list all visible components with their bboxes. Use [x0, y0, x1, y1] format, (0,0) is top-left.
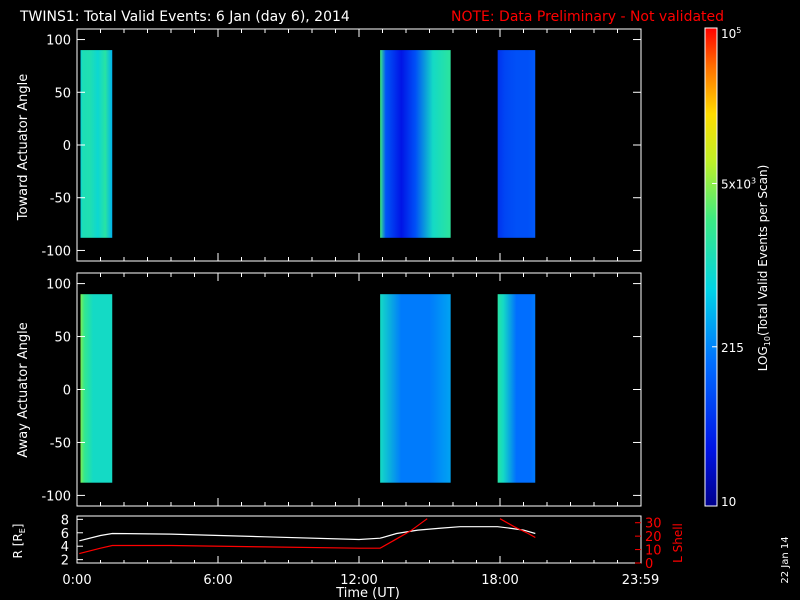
orbit-xtick-label: 6:00	[203, 573, 232, 588]
orbit-xtick-label: 12:00	[340, 573, 377, 588]
away-ylabel: Away Actuator Angle	[16, 322, 31, 457]
ytick-label: 50	[54, 331, 71, 346]
colorbar-tick-main: 10	[721, 27, 736, 41]
orbit-ylabel-close: ]	[11, 524, 25, 529]
preliminary-note: NOTE: Data Preliminary - Not validated	[451, 9, 724, 25]
colorbar-tick-sup: 3	[751, 176, 756, 185]
orbit-y2tick-label: 0	[645, 557, 653, 572]
date-stamp: 22 Jan 14	[780, 536, 791, 583]
colorbar-tick-label: 105	[721, 26, 741, 41]
colorbar-tick-label: 10	[721, 495, 736, 509]
away-angle-panel: 100 50 0 -50 -100	[41, 272, 642, 507]
orbit-ytick-label: 4	[61, 540, 69, 555]
l-shell-line-1	[79, 518, 428, 555]
colorbar-frame	[704, 27, 718, 507]
orbit-xtick-label: 23:59	[622, 573, 659, 588]
data-block-toward-3	[497, 50, 536, 238]
colorbar-tick-main: 5x10	[721, 177, 751, 191]
ytick-label: -100	[41, 244, 71, 259]
orbit-xtick-label: 18:00	[481, 573, 518, 588]
ytick-label: -50	[50, 436, 71, 451]
orbit-y2tick-label: 20	[645, 530, 662, 545]
colorbar-tick-label: 5x103	[721, 176, 756, 191]
data-block-away-3	[497, 294, 536, 483]
toward-ylabel: Toward Actuator Angle	[16, 74, 31, 221]
away-plot-area	[77, 273, 641, 506]
orbit-ylabel-sub: E	[18, 528, 27, 533]
colorbar-label-sub: 10	[763, 336, 772, 346]
ytick-label: -50	[50, 192, 71, 207]
orbit-ylabel-main: R [R	[11, 533, 25, 558]
ytick-label: 50	[54, 86, 71, 101]
data-block-away-1	[80, 294, 113, 483]
orbit-ytick-label: 8	[61, 513, 69, 528]
toward-angle-panel: 100 50 0 -50 -100	[41, 28, 642, 262]
colorbar-label: LOG10(Total Valid Events per Scan)	[756, 165, 772, 372]
ytick-label: -100	[41, 489, 71, 504]
orbit-ytick-label: 2	[61, 554, 69, 569]
colorbar-gradient	[705, 28, 717, 506]
data-block-toward-1	[80, 50, 113, 238]
r-distance-line	[79, 526, 536, 542]
colorbar-tick-sup: 5	[736, 26, 741, 35]
orbit-y2label: L Shell	[671, 523, 685, 563]
ytick-label: 0	[63, 384, 71, 399]
orbit-ylabel: R [RE]	[11, 524, 27, 559]
colorbar-tick-main: 10	[721, 495, 736, 509]
ytick-label: 100	[46, 278, 71, 293]
colorbar-tick-main: 215	[721, 341, 744, 355]
orbit-y2tick-label: 30	[645, 517, 662, 532]
ytick-label: 0	[63, 139, 71, 154]
orbit-ytick-label: 6	[61, 527, 69, 542]
orbit-y2tick-label: 10	[645, 544, 662, 559]
chart-title: TWINS1: Total Valid Events: 6 Jan (day 6…	[19, 9, 350, 25]
data-block-away-2	[380, 294, 451, 483]
colorbar-label-main: LOG	[756, 346, 770, 371]
orbit-xlabel: Time (UT)	[335, 586, 400, 600]
l-shell-line-2	[499, 518, 536, 539]
data-block-toward-2	[380, 50, 451, 238]
colorbar-label-rest: (Total Valid Events per Scan)	[756, 165, 770, 336]
toward-plot-area	[77, 29, 641, 261]
colorbar-tick-label: 215	[721, 341, 744, 355]
orbit-xtick-label: 0:00	[62, 573, 91, 588]
ytick-label: 100	[46, 34, 71, 49]
